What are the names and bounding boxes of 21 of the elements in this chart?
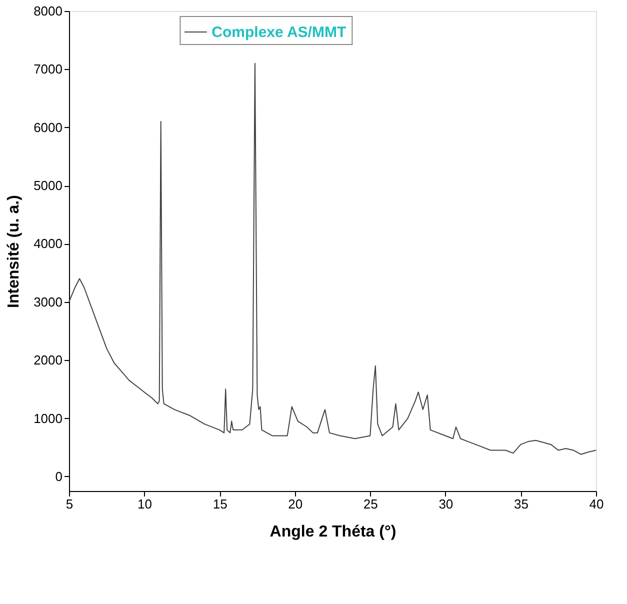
y-tick-label: 4000 — [34, 236, 62, 252]
y-tick-label: 3000 — [34, 294, 62, 310]
y-tick-label: 5000 — [34, 178, 62, 194]
x-tick-label: 25 — [363, 496, 378, 512]
x-axis-title: Angle 2 Théta (°) — [270, 524, 396, 540]
line-series — [68, 62, 596, 455]
y-axis-title: Intensité (u. a.) — [6, 195, 23, 308]
x-tick-label: 15 — [212, 496, 228, 512]
legend-label: Complexe AS/MMT — [212, 24, 346, 41]
x-tick-label: 20 — [288, 496, 303, 512]
y-tick-label: 0 — [55, 468, 62, 484]
y-tick-label: 2000 — [34, 352, 62, 368]
x-tick-label: 30 — [438, 496, 454, 512]
x-tick-label: 40 — [589, 496, 604, 512]
x-tick-label: 10 — [138, 496, 152, 512]
y-tick-label: 1000 — [34, 410, 62, 426]
y-tick-label: 8000 — [34, 4, 62, 18]
y-tick-label: 6000 — [34, 120, 62, 135]
x-tick-label: 5 — [66, 496, 74, 512]
y-tick-label: 7000 — [34, 62, 62, 77]
x-tick-label: 35 — [514, 496, 528, 512]
